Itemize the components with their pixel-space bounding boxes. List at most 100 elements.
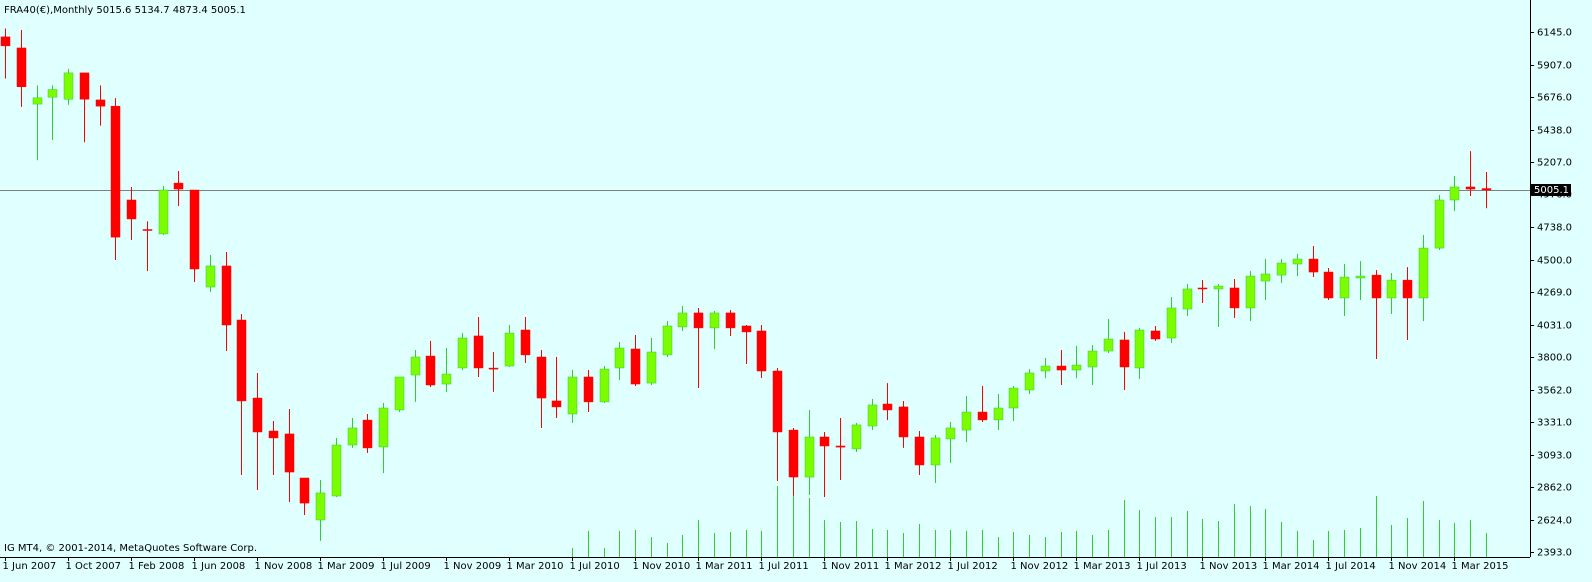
candle-body <box>677 312 688 328</box>
x-tick-label: 1 Jul 2010 <box>570 561 620 572</box>
y-tick-label: 5438.0 <box>1537 126 1572 137</box>
candle-body <box>1276 262 1287 276</box>
candle-body <box>1229 287 1240 309</box>
candle-body <box>614 347 625 369</box>
candle-body <box>1182 288 1193 310</box>
y-tick-label: 3562.0 <box>1537 386 1572 397</box>
y-tick-label: 4031.0 <box>1537 321 1572 332</box>
x-tick-label: 1 Oct 2007 <box>66 561 121 572</box>
candle-body <box>1323 271 1334 299</box>
candle-body <box>32 97 43 105</box>
candle-body <box>945 427 956 440</box>
candle-body <box>221 265 232 326</box>
candle-body <box>1386 279 1397 299</box>
candle-body <box>914 436 925 466</box>
x-tick-label: 1 Nov 2009 <box>444 561 502 572</box>
candle-body <box>1071 364 1082 371</box>
x-tick-label: 1 Nov 2012 <box>1011 561 1069 572</box>
x-tick-label: 1 Nov 2010 <box>633 561 691 572</box>
candle-body <box>1134 329 1145 369</box>
candle-body <box>126 199 137 220</box>
candle-body <box>268 430 279 439</box>
candle-body <box>1040 365 1051 372</box>
y-tick-label: 2624.0 <box>1537 516 1572 527</box>
candle-body <box>1449 186 1460 201</box>
candle-body <box>47 89 58 98</box>
candle-body <box>725 312 736 329</box>
candle-body <box>930 437 941 466</box>
y-tick-label: 4738.0 <box>1537 223 1572 234</box>
candle-body <box>79 72 90 100</box>
candle-body <box>362 419 373 449</box>
candle-body <box>630 348 641 385</box>
x-tick-label: 1 Jul 2011 <box>759 561 809 572</box>
candle-body <box>819 436 830 447</box>
candle-body <box>16 47 27 88</box>
x-tick-label: 1 Nov 2011 <box>822 561 880 572</box>
price-label: 5005.1 <box>1534 185 1569 196</box>
x-tick-label: 1 Nov 2014 <box>1389 561 1447 572</box>
candle-body <box>1103 338 1114 352</box>
candle-body <box>0 36 11 47</box>
candle-body <box>205 265 216 288</box>
candle-body <box>158 189 169 235</box>
candle-body <box>95 99 106 107</box>
candle-body <box>709 312 720 329</box>
candle-body <box>536 356 547 399</box>
candle-body <box>804 436 815 478</box>
x-tick-label: 1 Jun 2007 <box>3 561 57 572</box>
y-tick-label: 5676.0 <box>1537 93 1572 104</box>
candle-body <box>1260 273 1271 282</box>
candle-body <box>1371 274 1382 299</box>
candle-body <box>110 105 121 238</box>
candle-body <box>772 370 783 433</box>
candle-body <box>646 351 657 384</box>
x-tick-label: 1 Nov 2008 <box>255 561 313 572</box>
candle-body <box>378 407 389 448</box>
price-label-box <box>1531 183 1571 196</box>
x-tick-label: 1 Mar 2013 <box>1074 561 1131 572</box>
x-tick-label: 1 Jul 2013 <box>1137 561 1187 572</box>
x-tick-label: 1 Mar 2009 <box>318 561 375 572</box>
y-tick-label: 2393.0 <box>1537 548 1572 559</box>
candle-body <box>1166 307 1177 339</box>
plot <box>0 28 1530 557</box>
candle-body <box>1465 186 1476 190</box>
x-tick-label: 1 Jun 2008 <box>192 561 246 572</box>
candle-body <box>1434 199 1445 249</box>
candle-body <box>1339 276 1350 299</box>
candle-body <box>882 403 893 411</box>
candle-body <box>394 376 405 411</box>
candle-body <box>1308 258 1319 273</box>
y-tick-label: 2862.0 <box>1537 483 1572 494</box>
x-tick-label: 1 Mar 2011 <box>696 561 753 572</box>
candle-body <box>977 411 988 421</box>
y-tick-label: 5907.0 <box>1537 61 1572 72</box>
x-tick-label: 1 Mar 2010 <box>507 561 564 572</box>
candle-body <box>410 356 421 376</box>
candle-body <box>551 400 562 408</box>
x-tick-label: 1 Jul 2012 <box>948 561 998 572</box>
candle-body <box>1008 387 1019 409</box>
candle-body <box>1213 285 1224 290</box>
candle-body <box>488 367 499 370</box>
candle-body <box>284 433 295 473</box>
candle-body <box>1056 365 1067 371</box>
candle-body <box>1024 372 1035 391</box>
candle-body <box>1119 339 1130 368</box>
candle-body <box>599 368 610 403</box>
candle-body <box>504 332 515 367</box>
y-tick-label: 5207.0 <box>1537 158 1572 169</box>
candle-body <box>1245 275 1256 309</box>
candle-body <box>299 477 310 504</box>
candle-body <box>1355 275 1366 279</box>
candle-body <box>567 376 578 415</box>
candle-body <box>315 492 326 521</box>
footer: IG MT4, © 2001-2014, MetaQuotes Software… <box>4 543 257 554</box>
candle-body <box>1087 350 1098 368</box>
candle-body <box>520 329 531 356</box>
y-tick-label: 4500.0 <box>1537 256 1572 267</box>
y-tick-label: 3331.0 <box>1537 418 1572 429</box>
